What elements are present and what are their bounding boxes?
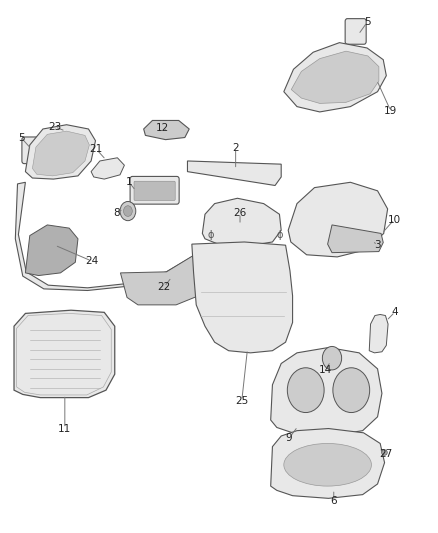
Text: 21: 21 (90, 144, 103, 154)
Circle shape (322, 346, 342, 370)
Polygon shape (144, 120, 189, 140)
Text: 12: 12 (156, 123, 170, 133)
FancyBboxPatch shape (22, 137, 41, 164)
Text: 19: 19 (384, 106, 397, 116)
Text: 2: 2 (232, 143, 239, 153)
Polygon shape (15, 182, 205, 290)
Text: 11: 11 (58, 424, 71, 433)
Polygon shape (91, 158, 124, 179)
Text: ϕ: ϕ (208, 230, 214, 239)
Text: 23: 23 (48, 122, 61, 132)
Text: 5: 5 (18, 133, 25, 142)
Text: 1: 1 (126, 177, 133, 187)
Text: 10: 10 (388, 215, 401, 224)
Text: 24: 24 (85, 256, 99, 266)
FancyBboxPatch shape (134, 181, 175, 200)
FancyBboxPatch shape (345, 19, 366, 44)
Polygon shape (288, 182, 388, 257)
Text: ϕ: ϕ (276, 230, 283, 239)
Polygon shape (25, 125, 95, 179)
Circle shape (333, 368, 370, 413)
Polygon shape (25, 225, 78, 276)
Circle shape (287, 368, 324, 413)
Polygon shape (369, 314, 388, 353)
Polygon shape (202, 198, 281, 246)
Text: 6: 6 (330, 496, 337, 506)
Text: 27: 27 (380, 449, 393, 459)
Text: 25: 25 (235, 396, 248, 406)
Polygon shape (14, 310, 115, 398)
Text: 14: 14 (318, 366, 332, 375)
Polygon shape (120, 256, 205, 305)
Circle shape (124, 206, 132, 216)
Circle shape (120, 201, 136, 221)
Text: 5: 5 (364, 18, 371, 27)
Polygon shape (192, 242, 293, 353)
Text: 4: 4 (392, 307, 399, 317)
Text: 3: 3 (374, 240, 381, 250)
Polygon shape (284, 43, 386, 112)
Text: 26: 26 (233, 208, 247, 218)
Polygon shape (271, 348, 382, 436)
Polygon shape (187, 161, 281, 185)
Text: 9: 9 (286, 433, 293, 443)
Polygon shape (271, 429, 385, 498)
Polygon shape (328, 225, 383, 253)
Text: 8: 8 (113, 208, 120, 218)
Polygon shape (291, 51, 379, 103)
Ellipse shape (284, 443, 371, 486)
Polygon shape (32, 131, 89, 176)
FancyBboxPatch shape (130, 176, 179, 204)
Text: 22: 22 (158, 282, 171, 292)
